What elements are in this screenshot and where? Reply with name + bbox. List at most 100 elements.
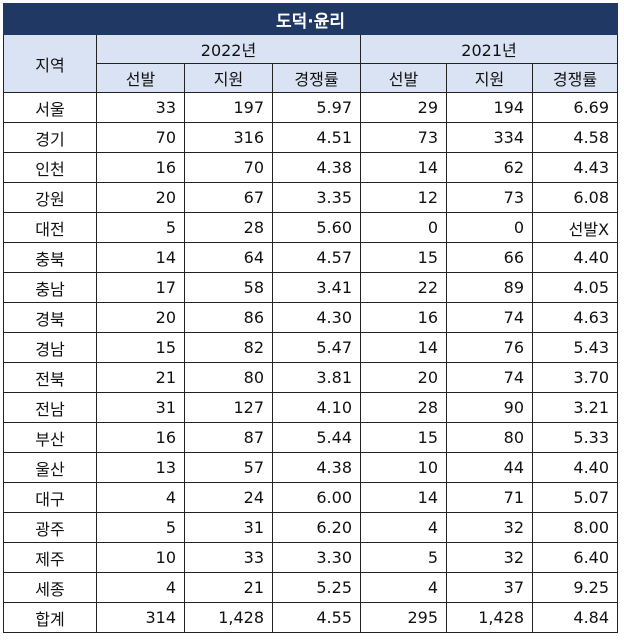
ratio-cell-2022: 5.97 bbox=[272, 92, 361, 123]
applied-cell-2021: 74 bbox=[446, 362, 533, 393]
region-cell: 서울 bbox=[3, 92, 97, 123]
selected-cell-2021: 15 bbox=[360, 242, 447, 273]
selected-cell-2021: 15 bbox=[360, 422, 447, 453]
region-cell: 세종 bbox=[3, 572, 97, 603]
ratio-cell-2021: 선발X bbox=[531, 212, 619, 243]
applied-cell-2022: 70 bbox=[184, 152, 273, 183]
table-row: 대전 5 28 5.60 0 0 선발X bbox=[3, 212, 619, 243]
header-row-sub: 선발 지원 경쟁률 선발 지원 경쟁률 bbox=[4, 63, 619, 93]
ratio-cell-2021: 4.84 bbox=[531, 602, 619, 633]
applied-cell-2021: 73 bbox=[446, 182, 533, 213]
region-cell: 충북 bbox=[3, 242, 97, 273]
ratio-cell-2022: 4.30 bbox=[272, 302, 361, 333]
region-cell: 전남 bbox=[3, 392, 97, 423]
selected-cell-2022: 20 bbox=[96, 182, 185, 213]
applied-cell-2021: 80 bbox=[446, 422, 533, 453]
table-row: 충남 17 58 3.41 22 89 4.05 bbox=[3, 272, 619, 303]
applied-cell-2022: 67 bbox=[184, 182, 273, 213]
applied-cell-2021: 37 bbox=[446, 572, 533, 603]
applied-cell-2022: 31 bbox=[184, 512, 273, 543]
region-cell: 경남 bbox=[3, 332, 97, 363]
table-row: 전남 31 127 4.10 28 90 3.21 bbox=[3, 392, 619, 423]
selected-cell-2022: 15 bbox=[96, 332, 185, 363]
selected-cell-2021: 0 bbox=[360, 212, 447, 243]
ratio-cell-2022: 3.35 bbox=[272, 182, 361, 213]
selected-cell-2022: 21 bbox=[96, 362, 185, 393]
ratio-cell-2021: 3.21 bbox=[531, 392, 619, 423]
selected-cell-2021: 22 bbox=[360, 272, 447, 303]
region-cell: 강원 bbox=[3, 182, 97, 213]
applied-cell-2021: 334 bbox=[446, 122, 533, 153]
region-cell: 광주 bbox=[3, 512, 97, 543]
applied-cell-2022: 58 bbox=[184, 272, 273, 303]
ratio-cell-2021: 5.43 bbox=[531, 332, 619, 363]
col-selected-2022: 선발 bbox=[96, 63, 185, 93]
region-cell: 제주 bbox=[3, 542, 97, 573]
applied-cell-2021: 74 bbox=[446, 302, 533, 333]
selected-cell-2022: 13 bbox=[96, 452, 185, 483]
ratio-cell-2022: 5.60 bbox=[272, 212, 361, 243]
selected-cell-2021: 4 bbox=[360, 512, 447, 543]
ratio-cell-2022: 5.44 bbox=[272, 422, 361, 453]
selected-cell-2021: 28 bbox=[360, 392, 447, 423]
ratio-cell-2021: 4.40 bbox=[531, 452, 619, 483]
ratio-cell-2022: 6.20 bbox=[272, 512, 361, 543]
ratio-cell-2022: 3.81 bbox=[272, 362, 361, 393]
region-cell: 합계 bbox=[3, 602, 97, 633]
selected-cell-2022: 16 bbox=[96, 422, 185, 453]
table-row: 전북 21 80 3.81 20 74 3.70 bbox=[3, 362, 619, 393]
selected-cell-2022: 20 bbox=[96, 302, 185, 333]
applied-cell-2021: 66 bbox=[446, 242, 533, 273]
applied-cell-2021: 89 bbox=[446, 272, 533, 303]
table-row-total: 합계 314 1,428 4.55 295 1,428 4.84 bbox=[3, 602, 619, 633]
table-row: 서울 33 197 5.97 29 194 6.69 bbox=[3, 92, 619, 123]
applied-cell-2022: 87 bbox=[184, 422, 273, 453]
year-2022-header: 2022년 bbox=[96, 34, 361, 64]
selected-cell-2021: 73 bbox=[360, 122, 447, 153]
ratio-cell-2022: 4.38 bbox=[272, 452, 361, 483]
selected-cell-2021: 29 bbox=[360, 92, 447, 123]
col-applied-2021: 지원 bbox=[446, 63, 533, 93]
region-cell: 인천 bbox=[3, 152, 97, 183]
table-row: 광주 5 31 6.20 4 32 8.00 bbox=[3, 512, 619, 543]
table-body: 서울 33 197 5.97 29 194 6.69 경기 70 316 4.51 73 334 4.58… bbox=[3, 92, 619, 633]
ratio-cell-2021: 5.07 bbox=[531, 482, 619, 513]
region-cell: 울산 bbox=[3, 452, 97, 483]
table-row: 울산 13 57 4.38 10 44 4.40 bbox=[3, 452, 619, 483]
region-cell: 부산 bbox=[3, 422, 97, 453]
ratio-cell-2021: 4.40 bbox=[531, 242, 619, 273]
selected-cell-2022: 4 bbox=[96, 572, 185, 603]
selected-cell-2022: 10 bbox=[96, 542, 185, 573]
applied-cell-2021: 32 bbox=[446, 542, 533, 573]
applied-cell-2021: 1,428 bbox=[446, 602, 533, 633]
ratio-cell-2021: 8.00 bbox=[531, 512, 619, 543]
ratio-cell-2021: 5.33 bbox=[531, 422, 619, 453]
ratio-cell-2021: 9.25 bbox=[531, 572, 619, 603]
table-row: 대구 4 24 6.00 14 71 5.07 bbox=[3, 482, 619, 513]
applied-cell-2022: 33 bbox=[184, 542, 273, 573]
col-selected-2021: 선발 bbox=[360, 63, 447, 93]
selected-cell-2021: 14 bbox=[360, 482, 447, 513]
selected-cell-2022: 70 bbox=[96, 122, 185, 153]
selected-cell-2022: 4 bbox=[96, 482, 185, 513]
ratio-cell-2022: 3.30 bbox=[272, 542, 361, 573]
applied-cell-2022: 316 bbox=[184, 122, 273, 153]
applied-cell-2021: 71 bbox=[446, 482, 533, 513]
selected-cell-2021: 295 bbox=[360, 602, 447, 633]
applied-cell-2022: 80 bbox=[184, 362, 273, 393]
selected-cell-2022: 314 bbox=[96, 602, 185, 633]
ratio-cell-2022: 4.38 bbox=[272, 152, 361, 183]
table-row: 경남 15 82 5.47 14 76 5.43 bbox=[3, 332, 619, 363]
ratio-cell-2022: 4.57 bbox=[272, 242, 361, 273]
table-row: 부산 16 87 5.44 15 80 5.33 bbox=[3, 422, 619, 453]
table-row: 강원 20 67 3.35 12 73 6.08 bbox=[3, 182, 619, 213]
col-ratio-2021: 경쟁률 bbox=[531, 63, 619, 93]
applied-cell-2021: 32 bbox=[446, 512, 533, 543]
region-header: 지역 bbox=[3, 34, 97, 93]
col-applied-2022: 지원 bbox=[184, 63, 273, 93]
ratio-cell-2021: 6.08 bbox=[531, 182, 619, 213]
ratio-cell-2022: 6.00 bbox=[272, 482, 361, 513]
table-row: 제주 10 33 3.30 5 32 6.40 bbox=[3, 542, 619, 573]
ratio-cell-2022: 4.10 bbox=[272, 392, 361, 423]
region-cell: 전북 bbox=[3, 362, 97, 393]
